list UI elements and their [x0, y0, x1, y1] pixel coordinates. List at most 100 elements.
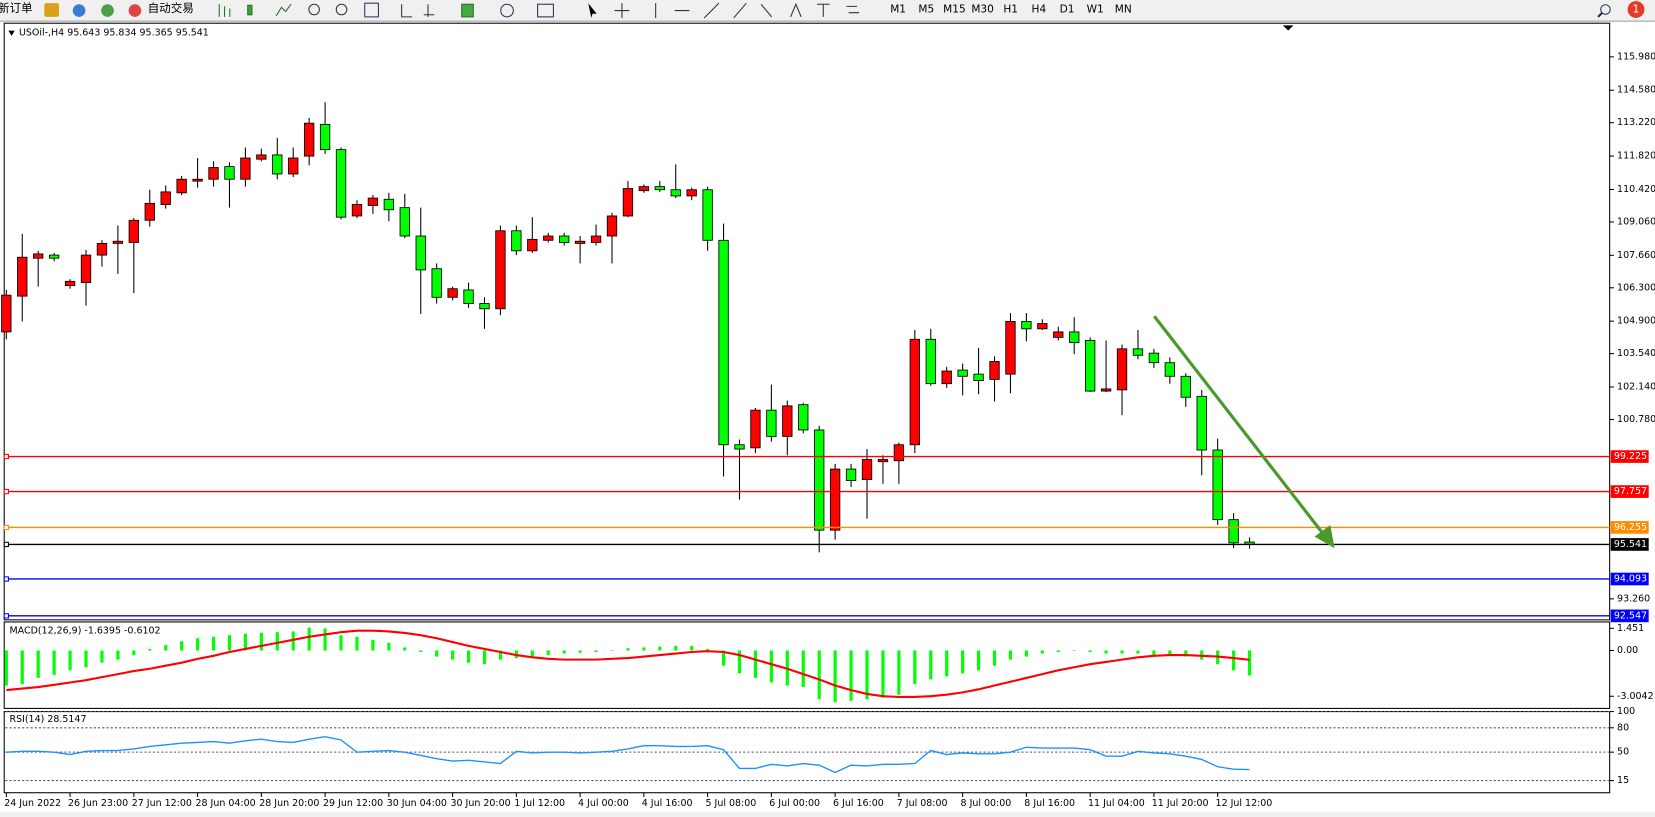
macd-bar: [562, 650, 566, 654]
macd-bar: [1008, 650, 1013, 660]
x-tick-label: 7 Jul 08:00: [897, 798, 948, 809]
candle-body: [622, 188, 634, 217]
y-tick-label: 50: [1617, 747, 1629, 758]
timeframe-button[interactable]: MN: [1115, 4, 1132, 16]
alerts-badge[interactable]: [1627, 1, 1645, 18]
level-label-box: [1610, 521, 1649, 534]
alerts-count: 1: [1633, 4, 1640, 16]
candle-body: [941, 370, 952, 385]
candle-body: [495, 230, 506, 310]
level-label: 97.757: [1614, 486, 1647, 497]
icon[interactable]: [614, 3, 630, 18]
x-tick-label: 1 Jul 12:00: [514, 798, 565, 809]
macd-bar: [435, 650, 439, 657]
icon[interactable]: [72, 4, 86, 17]
macd-bar: [419, 650, 423, 652]
macd-bar: [196, 638, 200, 651]
icon[interactable]: [655, 2, 773, 19]
header-marker: [8, 30, 15, 36]
icon[interactable]: [423, 4, 435, 17]
timeframe-button[interactable]: M15: [943, 4, 966, 16]
icon[interactable]: [44, 3, 60, 17]
candle-body: [240, 157, 251, 180]
candle-body: [973, 373, 984, 381]
macd-bar: [100, 650, 104, 663]
candle-body: [1116, 348, 1128, 391]
macd-bar: [801, 650, 805, 688]
macd-bar: [690, 645, 694, 651]
macd-bar: [180, 641, 184, 651]
candle-body: [925, 338, 936, 385]
macd-bar: [833, 650, 837, 703]
macd-bar: [626, 648, 630, 651]
timeframe-button[interactable]: H4: [1032, 4, 1047, 16]
auto-trading-button[interactable]: 自动交易: [148, 1, 194, 15]
icon[interactable]: [500, 3, 514, 18]
icon[interactable]: [846, 5, 860, 14]
macd-bar: [1168, 650, 1172, 656]
macd-bar: [1088, 650, 1092, 652]
candle-body: [80, 254, 92, 283]
rsi-header: RSI(14) 28.5147: [9, 713, 86, 724]
icon[interactable]: [401, 4, 413, 18]
x-tick-label: 28 Jun 20:00: [259, 798, 319, 809]
candle-body: [415, 235, 426, 271]
new-order-button[interactable]: 新订单: [0, 1, 33, 15]
low: 95.365: [140, 27, 173, 38]
candle-body: [829, 468, 841, 531]
timeframe-button[interactable]: D1: [1060, 4, 1075, 16]
macd-bar: [36, 650, 40, 678]
candle-body: [96, 242, 108, 256]
timeframe-button[interactable]: W1: [1087, 4, 1104, 16]
symbol: USOil-,H4: [19, 27, 64, 38]
candle-body: [288, 157, 299, 175]
y-tick-label: 80: [1617, 722, 1629, 733]
x-tick-label: 4 Jul 00:00: [578, 798, 629, 809]
icon[interactable]: [275, 3, 292, 17]
icon[interactable]: [537, 3, 554, 18]
candle-body: [447, 288, 458, 298]
trend-arrow: [1153, 315, 1328, 539]
timeframe-button[interactable]: H1: [1003, 4, 1018, 16]
icon[interactable]: [101, 4, 114, 17]
macd-bar: [1024, 650, 1028, 657]
icon[interactable]: [308, 3, 320, 16]
level-label-box: [1610, 485, 1649, 498]
y-tick-label: 102.140: [1617, 382, 1655, 393]
timeframe-button[interactable]: M5: [918, 4, 934, 16]
macd-bar: [1247, 650, 1252, 676]
icon[interactable]: [790, 2, 830, 18]
x-tick-label: 12 Jul 12:00: [1216, 798, 1273, 809]
candle-body: [1212, 449, 1223, 521]
macd-bar: [849, 650, 853, 701]
candle-body: [1228, 519, 1239, 544]
x-tick-label: 8 Jul 00:00: [961, 798, 1012, 809]
icon[interactable]: [218, 4, 231, 17]
candle-body: [989, 361, 1000, 380]
macd-bar: [706, 648, 710, 651]
timeframe-button[interactable]: M30: [971, 4, 994, 16]
macd-bar: [1072, 650, 1076, 651]
macd-bar: [992, 650, 997, 666]
icon[interactable]: [128, 4, 142, 17]
candle-body: [670, 189, 681, 197]
y-tick-label: 109.060: [1617, 216, 1655, 227]
timeframe-button[interactable]: M1: [890, 4, 906, 16]
macd-bar: [737, 650, 742, 674]
macd-bar: [1056, 650, 1060, 652]
icon[interactable]: [364, 2, 379, 18]
macd-bar: [594, 650, 598, 652]
icon[interactable]: [588, 3, 597, 18]
signal-value: -0.6102: [124, 625, 161, 636]
icon[interactable]: [335, 3, 348, 16]
macd-bar: [976, 650, 981, 671]
macd-bar: [164, 645, 168, 651]
icon[interactable]: [461, 3, 474, 18]
plot-layer: 115.980 114.580 113.220 111.820 110.420 109.0…: [1, 51, 1655, 786]
search-icon[interactable]: [1600, 4, 1611, 15]
candle-body: [431, 268, 442, 298]
candle-body: [782, 405, 793, 437]
icon[interactable]: [247, 4, 253, 16]
candle-body: [399, 207, 410, 237]
macd-bar: [897, 650, 901, 695]
